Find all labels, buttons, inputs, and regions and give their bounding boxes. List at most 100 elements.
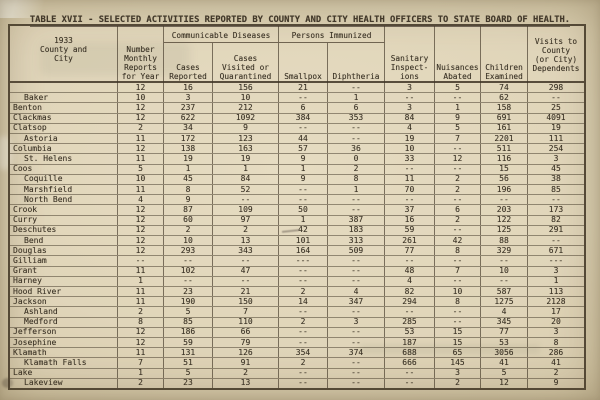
cell: 7	[435, 134, 481, 144]
cell: --	[435, 93, 481, 103]
cell: --	[435, 195, 481, 205]
cell: 3	[553, 327, 559, 337]
cell: --	[279, 368, 328, 378]
cell: 13	[213, 236, 279, 246]
cell: 2	[279, 317, 328, 327]
cell: 15	[435, 327, 481, 338]
county-label: Harney	[10, 276, 118, 287]
data-table: 1933 County and City Number Monthly Repo…	[8, 24, 586, 390]
county-label: Douglas	[10, 246, 118, 256]
scan-corner-artifact	[0, 0, 60, 18]
cell: --	[551, 195, 561, 204]
cell: 2	[213, 225, 279, 236]
cell: --	[385, 164, 435, 174]
cell: --	[435, 144, 481, 154]
county-label: Baker	[10, 93, 118, 103]
table-row: Bend 12 10 13 101 313 261 42 88 --	[10, 235, 584, 246]
cell: 84	[213, 174, 279, 185]
cell: 163	[213, 144, 279, 154]
table-row: Crook 12 87 109 50 -- 37 6 203 173	[10, 204, 584, 215]
cell: 329	[481, 246, 528, 256]
cell: 8	[553, 338, 559, 347]
county-label: Gilliam	[10, 256, 118, 266]
cell: --	[551, 236, 561, 245]
table-row: Medford 8 85 110 2 3 285 -- 345 20	[10, 316, 584, 327]
cell: 4	[481, 307, 528, 317]
cell: 11	[118, 185, 164, 195]
cell: 52	[213, 185, 279, 195]
cell: 5	[164, 307, 213, 317]
table-row: Clackmas 12 622 1092 384 353 84 9 691 40…	[10, 112, 584, 123]
cell: 138	[164, 144, 213, 154]
cell: 25	[551, 103, 561, 112]
table-row: Ashland 2 5 7 -- -- -- -- 4 17	[10, 306, 584, 317]
county-label: Benton	[10, 103, 118, 113]
cell: --	[551, 93, 561, 102]
cell: 4	[385, 123, 435, 134]
cell: 587	[481, 287, 528, 297]
col-header-visits-dependents: Visits to County (or City) Dependents	[532, 36, 580, 73]
table-row: Gilliam -- -- -- --- -- -- -- -- ---	[10, 255, 584, 266]
cell: 12	[118, 236, 164, 246]
cell: 12	[118, 205, 164, 215]
cell: ---	[548, 256, 564, 266]
table-row: Klamath 11 131 126 354 374 688 65 3056 2…	[10, 347, 584, 358]
cell: 2	[435, 378, 481, 389]
cell: 3056	[481, 348, 528, 358]
table-row: Marshfield 11 8 52 -- 1 70 2 196 85	[10, 184, 584, 195]
cell: 3	[553, 266, 559, 276]
cell: --	[279, 327, 328, 338]
cell: 10	[118, 93, 164, 103]
cell: --	[279, 338, 328, 348]
cell: 41	[481, 358, 528, 368]
cell: 47	[213, 266, 279, 276]
cell: 126	[213, 348, 279, 358]
cell: 11	[118, 266, 164, 276]
cell: 11	[118, 287, 164, 297]
cell: 74	[481, 83, 528, 93]
col-header-sanitary-inspections: Sanitary Inspect- ions	[385, 26, 435, 83]
cell: 11	[118, 348, 164, 358]
cell: 3	[164, 93, 213, 103]
cell: 2	[279, 287, 328, 297]
cell: 33	[385, 154, 435, 164]
cell: 5	[118, 164, 164, 174]
cell: 9	[164, 195, 213, 205]
table-header: 1933 County and City Number Monthly Repo…	[10, 26, 584, 83]
cell: 387	[328, 215, 385, 225]
cell: 59	[385, 225, 435, 236]
cell: 1	[328, 185, 385, 195]
cell: 173	[548, 205, 564, 215]
cell: 19	[164, 154, 213, 164]
table-row: Clatsop 2 34 9 -- -- 4 5 161 19	[10, 122, 584, 134]
cell: 285	[385, 317, 435, 327]
col-group-communicable-diseases: Communicable Diseases	[164, 26, 279, 43]
cell: 511	[481, 144, 528, 154]
cell: 53	[385, 327, 435, 338]
cell: --	[481, 276, 528, 287]
cell: 97	[213, 215, 279, 225]
cell: --	[328, 123, 385, 134]
cell: 101	[279, 236, 328, 246]
county-label: Jefferson	[10, 327, 118, 338]
cell: --	[279, 195, 328, 205]
col-header-county: 1933 County and City	[10, 26, 118, 83]
cell: 3	[328, 317, 385, 327]
cell: 34	[164, 123, 213, 134]
cell: 9	[213, 123, 279, 134]
cell: 186	[164, 327, 213, 338]
cell: 261	[385, 236, 435, 246]
cell: 4	[328, 287, 385, 297]
cell: --	[435, 225, 481, 236]
cell: --	[279, 378, 328, 389]
cell: 56	[481, 174, 528, 185]
cell: 2	[553, 368, 559, 378]
county-label: Curry	[10, 215, 118, 225]
cell: 19	[385, 134, 435, 144]
cell: 2	[279, 358, 328, 368]
cell: 113	[548, 287, 564, 296]
table-row: Klamath Falls 7 51 91 2 -- 666 145 41 41	[10, 357, 584, 368]
cell: 4091	[546, 113, 566, 123]
cell: --	[435, 317, 481, 327]
cell: 1	[279, 164, 328, 174]
